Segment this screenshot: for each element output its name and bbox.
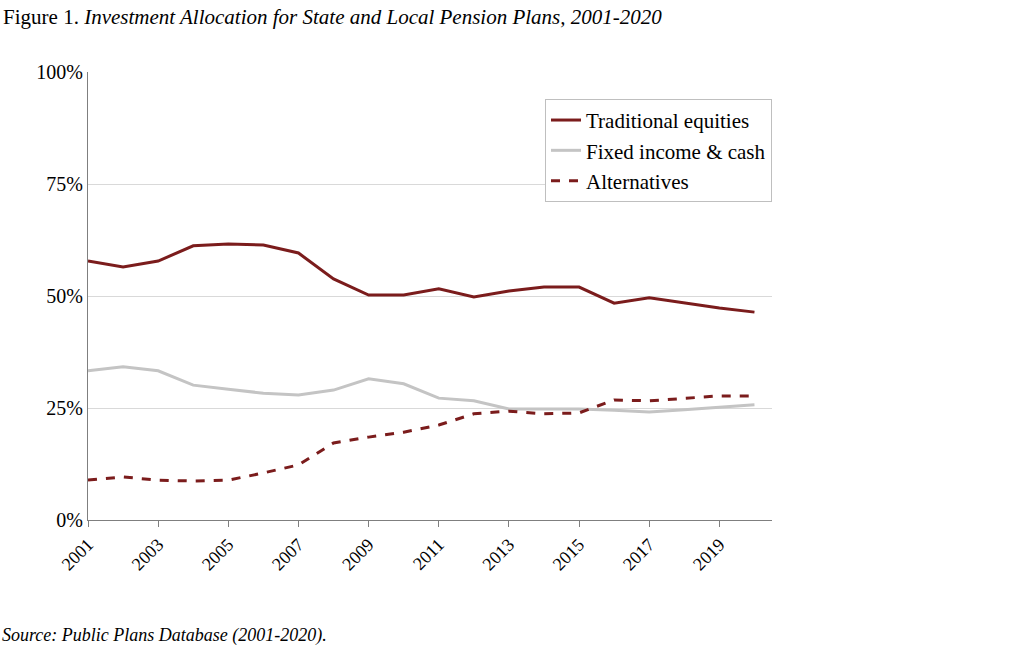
svg-text:50%: 50% <box>46 285 83 307</box>
svg-text:Fixed income & cash: Fixed income & cash <box>586 140 766 164</box>
svg-text:0%: 0% <box>56 509 83 531</box>
svg-text:2007: 2007 <box>268 535 308 575</box>
svg-text:2003: 2003 <box>128 535 168 575</box>
svg-text:2005: 2005 <box>198 535 238 575</box>
svg-text:2009: 2009 <box>338 535 378 575</box>
svg-text:2015: 2015 <box>549 535 589 575</box>
svg-text:25%: 25% <box>46 397 83 419</box>
svg-text:100%: 100% <box>36 61 83 83</box>
svg-text:Alternatives: Alternatives <box>586 170 689 194</box>
svg-text:Figure 1. Investment Allocatio: Figure 1. Investment Allocation for Stat… <box>3 5 662 29</box>
svg-text:2017: 2017 <box>619 535 659 575</box>
svg-text:2011: 2011 <box>409 535 448 574</box>
svg-text:2013: 2013 <box>479 535 519 575</box>
svg-text:Source: Public Plans Database: Source: Public Plans Database (2001-2020… <box>2 625 327 646</box>
svg-text:75%: 75% <box>46 173 83 195</box>
svg-text:2001: 2001 <box>58 535 98 575</box>
svg-text:Traditional equities: Traditional equities <box>586 109 749 133</box>
svg-text:2019: 2019 <box>689 535 729 575</box>
